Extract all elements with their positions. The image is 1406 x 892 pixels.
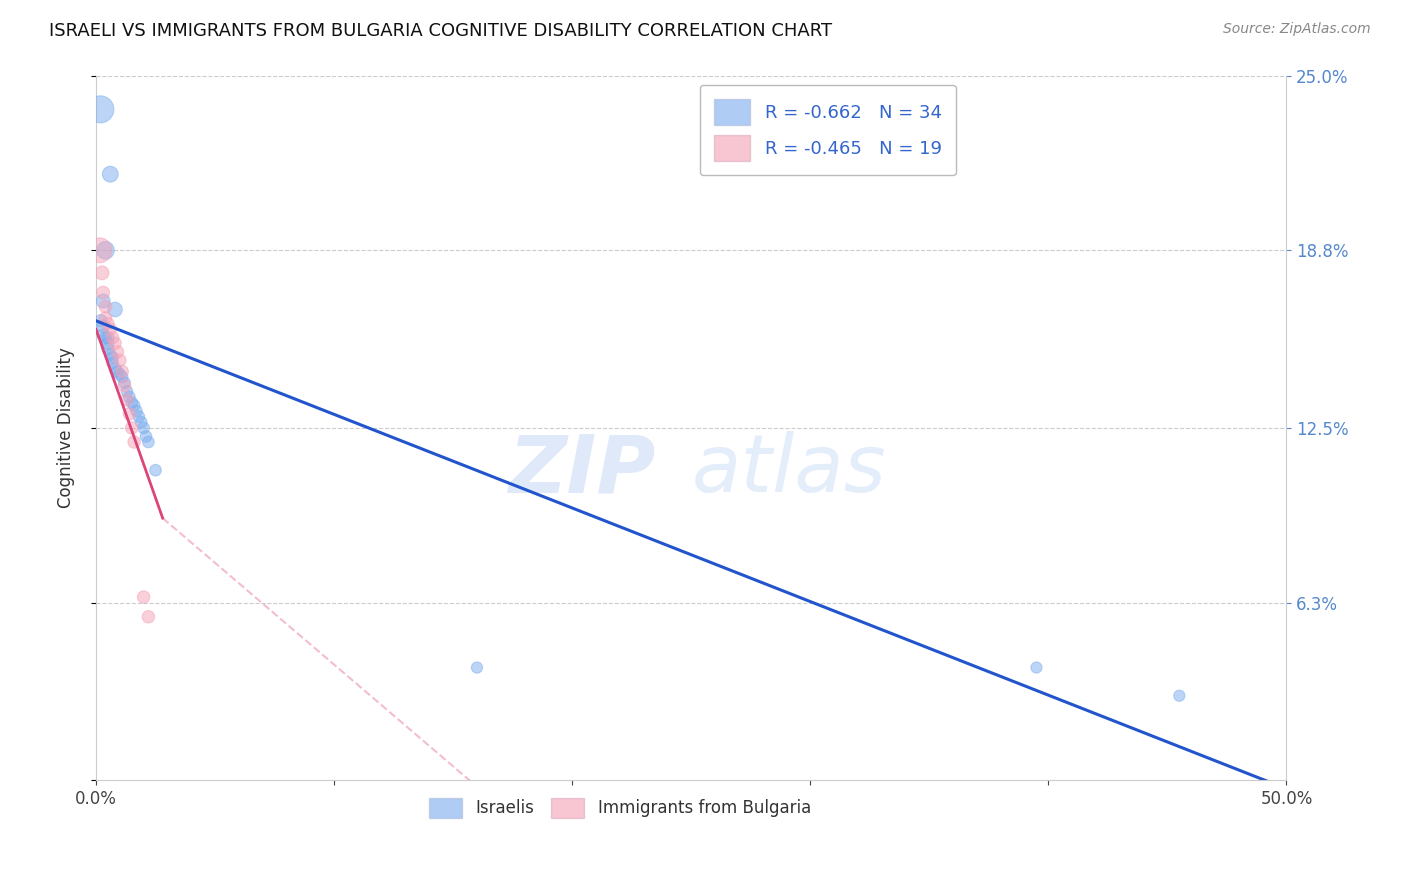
Point bbox=[121, 395, 143, 409]
Point bbox=[91, 293, 114, 308]
Point bbox=[94, 300, 117, 314]
Point bbox=[90, 314, 112, 328]
Point bbox=[115, 384, 138, 399]
Point bbox=[97, 336, 120, 351]
Point bbox=[125, 404, 148, 418]
Point bbox=[128, 409, 150, 424]
Point bbox=[97, 342, 120, 356]
Text: ZIP: ZIP bbox=[508, 431, 655, 509]
Point bbox=[101, 331, 124, 345]
Point bbox=[107, 365, 129, 379]
Point bbox=[121, 421, 143, 435]
Point bbox=[104, 302, 127, 317]
Point bbox=[122, 435, 145, 450]
Point bbox=[94, 331, 117, 345]
Point bbox=[91, 319, 114, 334]
Point bbox=[111, 370, 134, 384]
Point bbox=[89, 244, 111, 258]
Point bbox=[91, 285, 114, 300]
Point bbox=[132, 421, 155, 435]
Point bbox=[115, 392, 138, 407]
Point bbox=[107, 344, 129, 359]
Point bbox=[108, 353, 131, 368]
Point bbox=[135, 429, 157, 443]
Point bbox=[104, 361, 127, 376]
Point bbox=[1025, 660, 1047, 674]
Point bbox=[98, 322, 121, 336]
Point bbox=[118, 390, 141, 404]
Text: Source: ZipAtlas.com: Source: ZipAtlas.com bbox=[1223, 22, 1371, 37]
Point bbox=[104, 336, 127, 351]
Point bbox=[1168, 689, 1191, 703]
Point bbox=[101, 351, 124, 365]
Point bbox=[111, 365, 134, 379]
Point bbox=[145, 463, 167, 477]
Point bbox=[101, 356, 124, 370]
Point bbox=[138, 609, 160, 624]
Point bbox=[132, 590, 155, 604]
Point bbox=[118, 407, 141, 421]
Point bbox=[114, 378, 136, 392]
Point bbox=[91, 327, 114, 342]
Point bbox=[89, 103, 111, 117]
Point bbox=[108, 368, 131, 382]
Point bbox=[98, 167, 121, 181]
Text: atlas: atlas bbox=[692, 431, 886, 509]
Point bbox=[122, 398, 145, 412]
Point bbox=[91, 266, 114, 280]
Legend: Israelis, Immigrants from Bulgaria: Israelis, Immigrants from Bulgaria bbox=[422, 791, 817, 825]
Point bbox=[97, 331, 120, 345]
Point bbox=[138, 435, 160, 450]
Point bbox=[97, 317, 120, 331]
Point bbox=[114, 376, 136, 390]
Point bbox=[98, 348, 121, 362]
Point bbox=[94, 310, 117, 325]
Text: ISRAELI VS IMMIGRANTS FROM BULGARIA COGNITIVE DISABILITY CORRELATION CHART: ISRAELI VS IMMIGRANTS FROM BULGARIA COGN… bbox=[49, 22, 832, 40]
Point bbox=[465, 660, 488, 674]
Point bbox=[94, 244, 117, 258]
Point bbox=[129, 415, 152, 429]
Y-axis label: Cognitive Disability: Cognitive Disability bbox=[58, 348, 75, 508]
